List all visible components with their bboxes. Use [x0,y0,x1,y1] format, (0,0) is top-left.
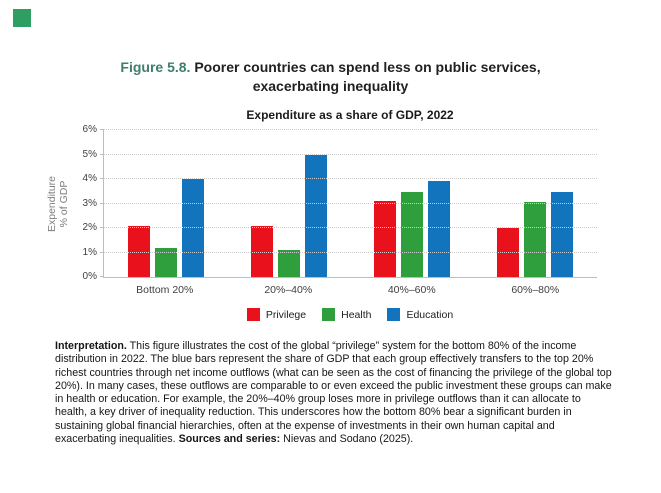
grid-line [104,227,597,228]
bar-privilege [250,225,273,277]
y-tick-label: 0% [82,271,97,282]
grid-line [104,251,597,253]
legend-item: Privilege [246,308,307,321]
x-category-label: 40%–60% [387,284,436,296]
grid-line [104,202,597,204]
bar-group [474,130,597,277]
legend-item: Education [387,308,453,321]
plot-area: 0% 1% 2% 3% 4% 5% 6% [83,124,597,282]
legend-swatch [322,308,336,321]
interpretation-label: Interpretation. [55,340,127,352]
y-tick-mark [100,251,104,253]
x-category-label: 20%–40% [264,284,313,296]
grid-line [104,129,597,130]
y-tick-mark [100,276,104,277]
bar-group [104,130,227,277]
y-tick-label: 5% [82,148,97,160]
y-tick-label: 2% [82,222,97,234]
chart-title: Expenditure as a share of GDP, 2022 [246,108,454,122]
bar-group [351,130,474,277]
grid-line [104,178,597,179]
bar-education [304,154,327,277]
legend-label: Health [341,308,372,321]
bar-privilege [374,201,397,277]
bar-group [227,130,350,277]
y-tick-label: 1% [82,246,97,258]
bar-education [181,179,204,277]
bar-health [524,202,547,277]
bar-groups [104,130,597,277]
x-axis-labels: Bottom 20% 20%–40% 40%–60% 60%–80% [103,284,597,296]
legend-item: Health [322,308,371,321]
figure-caption: Figure 5.8. Poorer countries can spend l… [89,58,573,96]
legend-swatch [246,308,260,321]
bar-health [401,192,424,277]
bar-privilege [497,228,520,277]
sources-label: Sources and series: [178,433,281,446]
legend-label: Education [406,308,454,321]
sources-text: Nievas and Sodano (2025). [280,433,414,446]
interpretation-body: This figure illustrates the cost of the … [55,340,612,446]
figure-title-text: Poorer countries can spend less on publi… [194,59,541,94]
y-tick-label: 6% [82,124,97,135]
bar-education [428,181,451,277]
grid-line [104,153,597,155]
chart-legend: Privilege Health Education [103,308,597,321]
y-tick-label: 3% [82,197,97,209]
x-category-label: Bottom 20% [136,284,194,296]
legend-swatch [387,308,401,321]
legend-label: Privilege [265,308,307,321]
y-tick-mark [100,178,104,179]
y-tick-mark [100,227,104,228]
bar-privilege [127,225,150,277]
bar-education [551,192,574,277]
page-corner-marker [13,9,31,27]
y-tick-mark [100,202,104,204]
y-tick-mark [100,129,104,130]
bar-health [277,250,300,277]
interpretation-paragraph: Interpretation. This figure illustrates … [55,340,612,446]
figure-number: Figure 5.8. [120,59,191,75]
y-axis-title-line1: Expenditure [46,175,59,233]
y-tick-label: 4% [82,173,97,185]
x-category-label: 60%–80% [511,284,560,296]
y-tick-mark [100,153,104,155]
bar-health [154,247,177,277]
